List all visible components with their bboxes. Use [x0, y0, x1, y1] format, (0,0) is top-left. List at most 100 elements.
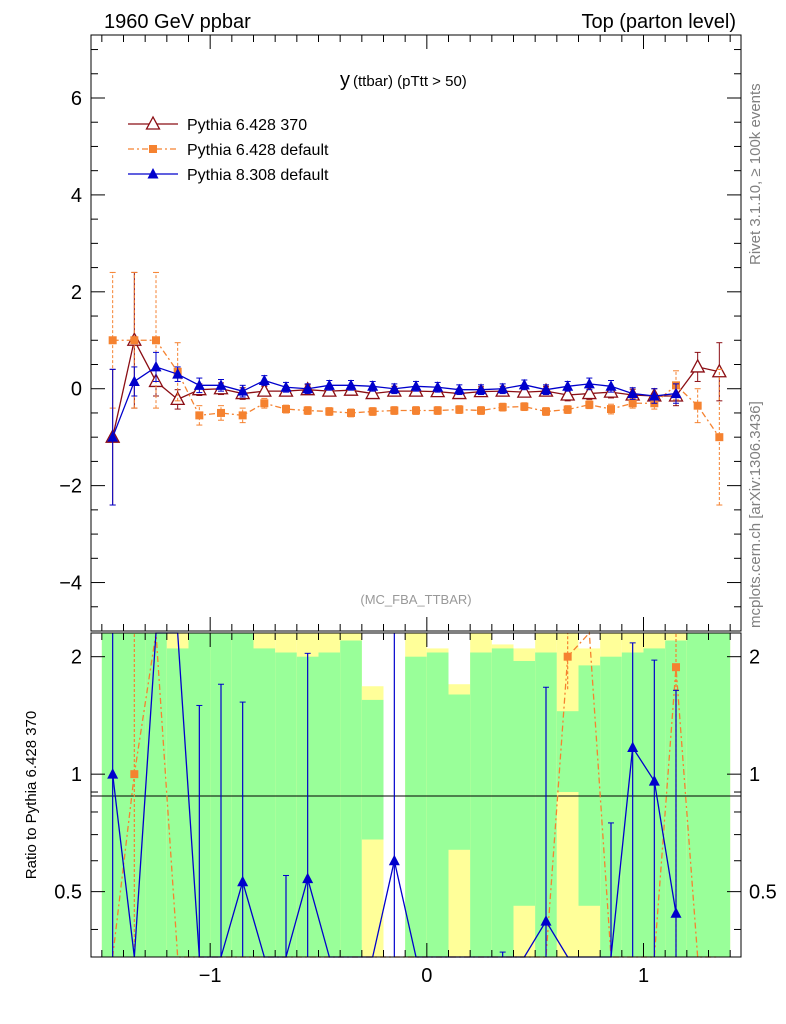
main-triangle-marker [627, 387, 639, 399]
main-y-tick-label: 2 [71, 282, 82, 304]
main-triangle-marker [323, 379, 335, 390]
main-square-marker [390, 406, 399, 415]
main-square-marker [433, 406, 442, 415]
ratio-p8-default-marker [670, 907, 682, 918]
main-open-triangle-marker [365, 385, 381, 400]
ratio-p6-default-marker [672, 663, 680, 672]
ratio-inner-band [448, 694, 471, 850]
ratio-inner-band [708, 633, 731, 957]
plot-title-detail: (ttbar) (pTtt > 50) [353, 73, 467, 90]
main-square-marker [368, 407, 377, 416]
ratio-plot-frame [90, 632, 742, 958]
main-triangle-marker [605, 380, 617, 391]
main-triangle-marker [583, 377, 595, 389]
legend-entry-label: Pythia 6.428 default [187, 142, 329, 159]
main-triangle-marker [237, 385, 249, 396]
ratio-inner-band [513, 660, 536, 906]
main-y-ticks: −4 −2 0 2 4 6 [59, 49, 741, 632]
main-triangle-marker [497, 382, 509, 394]
legend-triangle-marker [147, 168, 159, 179]
ratio-p8-default-marker [648, 775, 660, 786]
main-square-marker [563, 405, 572, 414]
ratio-inner-band [275, 652, 297, 957]
main-triangle-marker [648, 389, 660, 401]
main-triangle-marker [410, 380, 422, 391]
main-triangle-marker [562, 380, 574, 391]
header-right-label: Top (parton level) [581, 11, 736, 33]
main-open-triangle-marker [581, 385, 597, 400]
main-square-marker [715, 433, 724, 442]
main-plot-panel: −4 −2 0 2 4 6 y (ttbar) (pTtt > 50) (MC_FBA_T… [59, 34, 742, 632]
main-triangle-marker [475, 383, 487, 395]
ratio-inner-band [686, 633, 709, 957]
main-square-marker [325, 407, 334, 416]
main-square-marker [498, 403, 507, 412]
ratio-inner-band [556, 711, 579, 793]
ratio-y-tick-label: 1 [71, 764, 82, 786]
main-y-tick-label: −4 [59, 573, 82, 595]
main-triangle-marker [150, 360, 162, 372]
ratio-inner-band [361, 699, 384, 840]
main-square-marker [108, 336, 117, 345]
main-square-marker [217, 408, 225, 417]
ratio-y-tick-label-right: 0.5 [749, 882, 777, 904]
main-square-marker [303, 406, 312, 415]
legend: Pythia 6.428 370 Pythia 6.428 default Pyth… [128, 115, 329, 184]
main-square-marker [282, 405, 290, 414]
legend-entry-label: Pythia 6.428 370 [187, 117, 307, 134]
main-open-triangle-marker [560, 386, 576, 401]
main-triangle-marker [215, 379, 227, 390]
ratio-inner-band [600, 656, 622, 957]
main-square-marker [238, 411, 247, 420]
main-square-marker [542, 407, 550, 416]
ratio-plot-panel: 0.5 0.5 1 1 2 2 −1 0 1 Ratio to Pythia 6.428 37… [23, 35, 777, 987]
ratio-inner-band [578, 665, 601, 906]
main-triangle-marker [107, 431, 119, 442]
x-tick-label: 1 [638, 965, 649, 987]
ratio-p8-default-marker [302, 872, 314, 884]
main-open-triangle-marker [690, 358, 706, 373]
legend-entry-label: Pythia 8.308 default [187, 167, 329, 184]
analysis-id-annotation: (MC_FBA_TTBAR) [360, 592, 471, 607]
ratio-inner-band [491, 648, 514, 957]
main-square-marker [693, 401, 702, 410]
ratio-inner-band [470, 652, 492, 957]
main-triangle-marker [453, 383, 465, 395]
main-triangle-marker [258, 374, 270, 385]
ratio-p6-default-marker [563, 652, 572, 661]
ratio-inner-band [318, 652, 341, 957]
main-square-marker [477, 406, 485, 415]
ratio-inner-band [145, 633, 167, 957]
main-square-marker [520, 402, 529, 411]
main-square-marker [607, 405, 615, 414]
main-y-tick-label: 4 [71, 185, 82, 207]
ratio-inner-band [426, 652, 449, 957]
main-plot-frame [90, 34, 742, 632]
ratio-y-tick-label-right: 1 [749, 764, 760, 786]
ratio-uncertainty-bands [101, 633, 731, 957]
main-triangle-marker [388, 382, 400, 394]
ratio-p8-default-marker [388, 854, 400, 866]
main-square-marker [347, 408, 355, 417]
x-tick-label: −1 [199, 965, 222, 987]
rivet-side-label: Rivet 3.1.10, ≥ 100k events [747, 83, 764, 265]
main-square-marker [412, 406, 420, 415]
ratio-y-tick-label: 2 [71, 647, 82, 669]
ratio-p8-default-marker [627, 741, 639, 753]
main-y-tick-label: 0 [71, 379, 82, 401]
main-open-triangle-marker [256, 382, 272, 397]
main-y-tick-label: 6 [71, 88, 82, 110]
main-series-layer [105, 271, 727, 506]
main-triangle-marker [302, 382, 314, 394]
x-tick-label: 0 [421, 965, 432, 987]
main-triangle-marker [280, 381, 292, 392]
ratio-y-tick-label-right: 2 [749, 647, 760, 669]
main-square-marker [195, 411, 204, 420]
main-triangle-marker [432, 381, 444, 392]
legend-open-triangle-marker [145, 115, 161, 130]
main-triangle-marker [193, 379, 205, 390]
main-square-marker [585, 400, 594, 409]
ratio-p8-default-marker [107, 768, 119, 779]
ratio-p8-default-marker [237, 875, 249, 887]
